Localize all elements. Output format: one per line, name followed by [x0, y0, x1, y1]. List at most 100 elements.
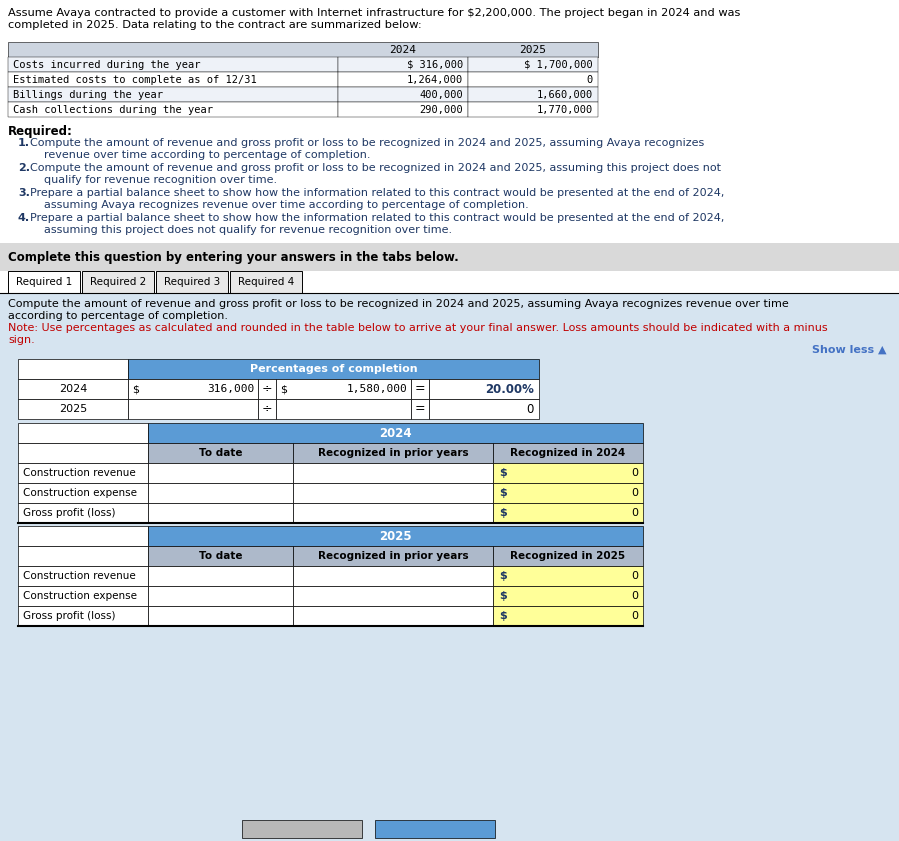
Text: $ 1,700,000: $ 1,700,000 [524, 60, 593, 70]
Text: 1,580,000: 1,580,000 [346, 384, 407, 394]
Text: Estimated costs to complete as of 12/31: Estimated costs to complete as of 12/31 [13, 75, 257, 84]
Bar [148, 423, 643, 443]
Text: Assume Avaya contracted to provide a customer with Internet infrastructure for $: Assume Avaya contracted to provide a cus… [8, 8, 741, 29]
Bar [258, 379, 276, 399]
Bar [148, 546, 293, 566]
Bar [148, 463, 293, 483]
Text: Billings during the year: Billings during the year [13, 89, 163, 99]
Text: Construction expense: Construction expense [23, 488, 137, 498]
Bar [148, 503, 293, 523]
Text: 2.: 2. [18, 163, 30, 173]
Text: $ 316,000: $ 316,000 [406, 60, 463, 70]
Text: Note: Use percentages as calculated and rounded in the table below to arrive at : Note: Use percentages as calculated and … [8, 323, 828, 345]
Text: 290,000: 290,000 [419, 104, 463, 114]
Text: $: $ [499, 591, 507, 601]
Bar [493, 566, 643, 586]
Text: Construction revenue: Construction revenue [23, 468, 136, 478]
Text: 0: 0 [631, 488, 638, 498]
Text: 2024: 2024 [58, 384, 87, 394]
Bar [128, 379, 258, 399]
Bar [0, 243, 899, 271]
Bar [0, 293, 899, 841]
Text: $: $ [499, 571, 507, 581]
Bar [148, 483, 293, 503]
Text: Show less ▲: Show less ▲ [812, 345, 886, 355]
Bar [8, 87, 338, 102]
Bar [468, 72, 598, 87]
Text: Cash collections during the year: Cash collections during the year [13, 104, 213, 114]
Bar [18, 463, 148, 483]
Bar [18, 483, 148, 503]
Bar [148, 443, 293, 463]
Text: Compute the amount of revenue and gross profit or loss to be recognized in 2024 : Compute the amount of revenue and gross … [30, 163, 721, 185]
Text: Construction revenue: Construction revenue [23, 571, 136, 581]
Text: $: $ [280, 384, 287, 394]
Bar [293, 606, 493, 626]
Bar [18, 526, 148, 546]
Bar [242, 820, 362, 838]
Bar [411, 399, 429, 419]
Bar [375, 820, 495, 838]
Bar [293, 503, 493, 523]
Bar [493, 586, 643, 606]
Text: 0: 0 [527, 403, 534, 415]
Bar [293, 566, 493, 586]
Bar [8, 271, 80, 293]
Bar [18, 503, 148, 523]
Text: 20.00%: 20.00% [485, 383, 534, 395]
Text: Recognized in prior years: Recognized in prior years [317, 551, 468, 561]
Bar [493, 443, 643, 463]
Bar [18, 546, 148, 566]
Text: 0: 0 [631, 508, 638, 518]
Bar [293, 546, 493, 566]
Text: $: $ [499, 468, 507, 478]
Text: 0: 0 [631, 468, 638, 478]
Text: ÷: ÷ [262, 403, 272, 415]
Text: 316,000: 316,000 [207, 384, 254, 394]
Bar [468, 102, 598, 117]
Text: $: $ [499, 611, 507, 621]
Bar [468, 57, 598, 72]
Bar [293, 483, 493, 503]
Text: Recognized in prior years: Recognized in prior years [317, 448, 468, 458]
Bar [493, 483, 643, 503]
Bar [8, 57, 338, 72]
Text: 2024: 2024 [379, 426, 412, 440]
Text: 2025: 2025 [520, 45, 547, 55]
Text: 1,770,000: 1,770,000 [537, 104, 593, 114]
Text: 3.: 3. [18, 188, 30, 198]
Text: 2024: 2024 [389, 45, 416, 55]
Text: 0: 0 [631, 591, 638, 601]
Text: =: = [414, 403, 425, 415]
Text: To date: To date [199, 551, 242, 561]
Text: Percentages of completion: Percentages of completion [250, 364, 417, 374]
Text: Required 2: Required 2 [90, 277, 147, 287]
Text: 1,660,000: 1,660,000 [537, 89, 593, 99]
Text: Prepare a partial balance sheet to show how the information related to this cont: Prepare a partial balance sheet to show … [30, 213, 725, 235]
Bar [18, 423, 148, 443]
Bar [276, 379, 411, 399]
Bar [293, 463, 493, 483]
Text: 400,000: 400,000 [419, 89, 463, 99]
Text: Required:: Required: [8, 125, 73, 138]
Bar [18, 443, 148, 463]
Bar [8, 42, 598, 57]
Bar [493, 606, 643, 626]
Text: Recognized in 2025: Recognized in 2025 [511, 551, 626, 561]
Bar [156, 271, 228, 293]
Bar [338, 72, 468, 87]
Bar [148, 606, 293, 626]
Bar [493, 463, 643, 483]
Bar [429, 379, 539, 399]
Text: Costs incurred during the year: Costs incurred during the year [13, 60, 200, 70]
Bar [82, 271, 154, 293]
Bar [338, 87, 468, 102]
Bar [148, 586, 293, 606]
Bar [128, 359, 539, 379]
Bar [18, 379, 128, 399]
Bar [18, 586, 148, 606]
Bar [429, 399, 539, 419]
Bar [230, 271, 302, 293]
Bar [293, 586, 493, 606]
Text: $: $ [499, 488, 507, 498]
